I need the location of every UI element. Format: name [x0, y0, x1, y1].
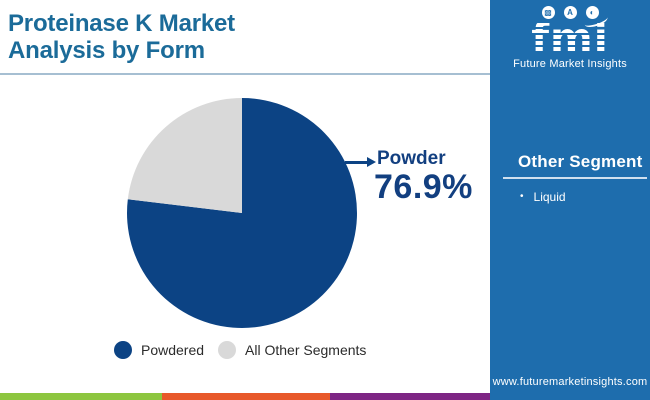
- brand-text: fmi: [531, 14, 609, 62]
- pie-svg: [127, 98, 358, 328]
- sidebar-list: • Liquid: [520, 190, 566, 204]
- legend-swatch-icon: [114, 341, 132, 359]
- compass-icon: A: [563, 6, 577, 19]
- pie-chart: [112, 83, 372, 343]
- pie-slice-all-other-segments: [127, 98, 242, 213]
- bullet-icon: •: [520, 191, 524, 202]
- chart-legend: Powdered All Other Segments: [114, 341, 366, 359]
- page-title: Proteinase K Market Analysis by Form: [8, 10, 235, 64]
- logo-icons: ▩ A ◐: [490, 6, 650, 20]
- legend-swatch-icon: [218, 341, 237, 359]
- legend-item: Powdered: [114, 341, 204, 359]
- sidebar-heading-underline: [503, 177, 647, 179]
- sidebar-item-label: Liquid: [533, 190, 566, 204]
- pie-slice-powdered: [127, 98, 358, 328]
- callout-label: Powder: [377, 148, 446, 169]
- arrow-head-icon: [367, 157, 376, 167]
- fmi-logo: ▩ A ◐ fmi Future Market Insights: [490, 6, 650, 70]
- globe-icon: ◐: [585, 6, 599, 19]
- website-link[interactable]: www.futuremarketinsights.com: [492, 376, 648, 388]
- footer-stripes: [0, 393, 490, 400]
- map-icon: ▩: [541, 6, 555, 19]
- sidebar-item-liquid: • Liquid: [520, 190, 566, 204]
- logo-tagline: Future Market Insights: [513, 58, 627, 70]
- callout-arrow-line: [345, 161, 368, 164]
- legend-label: All Other Segments: [245, 342, 367, 358]
- legend-label: Powdered: [141, 342, 205, 358]
- footer-stripe-green: [0, 393, 162, 400]
- sidebar-heading: Other Segment: [518, 152, 643, 171]
- legend-item: All Other Segments: [218, 341, 366, 359]
- sidebar: ▩ A ◐ fmi Future Market Insights Other S…: [490, 0, 650, 400]
- footer-stripe-orange: [162, 393, 330, 400]
- footer-stripe-purple: [330, 393, 490, 400]
- callout-value: 76.9%: [374, 168, 473, 206]
- header-divider: [0, 73, 490, 75]
